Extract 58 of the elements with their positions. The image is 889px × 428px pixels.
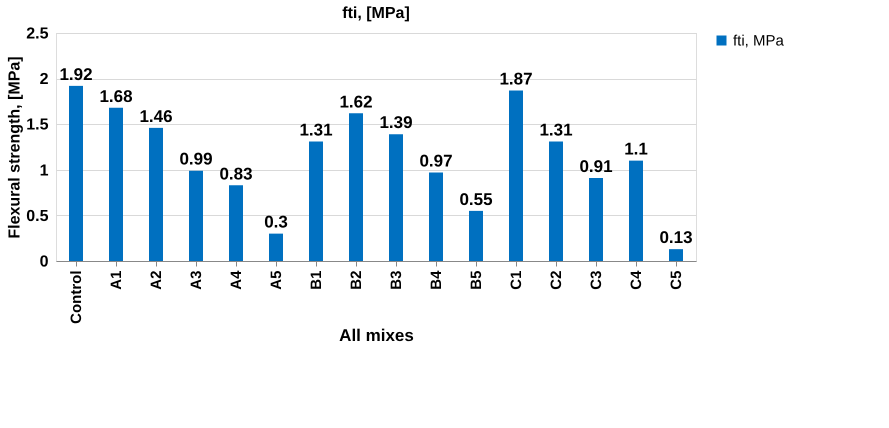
y-tick-label: 2.5 — [26, 26, 49, 42]
data-label: 0.55 — [459, 190, 493, 209]
x-tick-label: A3 — [188, 270, 205, 290]
x-tick-label: B4 — [428, 270, 445, 290]
x-tick-label: A5 — [268, 270, 285, 290]
x-tick-label: B2 — [348, 270, 365, 290]
legend-label: fti, MPa — [733, 32, 784, 50]
x-tick-label: C3 — [588, 270, 605, 290]
data-label: 0.99 — [179, 150, 213, 169]
y-tick-label: 1 — [40, 162, 49, 180]
data-label: 1.62 — [339, 92, 373, 112]
bar — [469, 210, 483, 261]
data-label: 1.31 — [299, 120, 333, 140]
data-label: 1.92 — [59, 64, 93, 84]
chart-title: fti, [MPa] — [342, 5, 410, 22]
data-label: 1.87 — [499, 69, 533, 88]
x-tick-label: C1 — [508, 270, 525, 290]
bar — [229, 185, 243, 261]
x-tick-label: C2 — [548, 270, 565, 290]
y-axis-title: Flexural strength, [MPa] — [6, 56, 24, 239]
bar — [349, 113, 363, 261]
data-label: 0.91 — [579, 157, 613, 176]
bar — [549, 142, 563, 261]
bar — [149, 128, 163, 261]
bar — [189, 170, 203, 261]
x-tick-label: A2 — [148, 270, 165, 290]
bar — [69, 86, 83, 261]
bar — [429, 172, 443, 261]
data-label: 1.68 — [99, 86, 133, 106]
data-label: 1.1 — [624, 140, 648, 159]
x-tick-label: A4 — [228, 270, 245, 290]
bar — [669, 249, 683, 261]
bar — [389, 134, 403, 261]
y-tick-label: 0 — [40, 254, 49, 270]
bar — [269, 234, 283, 261]
data-label: 1.39 — [379, 113, 413, 132]
data-label: 0.13 — [659, 228, 693, 248]
x-tick-label: Control — [68, 270, 85, 324]
bar — [309, 142, 323, 261]
bar — [629, 160, 643, 261]
x-tick-label: B3 — [388, 270, 405, 290]
x-tick-label: C4 — [628, 270, 645, 290]
bar — [509, 90, 523, 261]
y-tick-label: 1.5 — [26, 116, 49, 134]
y-tick-label: 2 — [40, 71, 49, 88]
x-axis-title: All mixes — [339, 326, 414, 345]
bar — [589, 178, 603, 261]
x-tick-label: A1 — [108, 270, 125, 290]
data-label: 0.83 — [219, 164, 253, 184]
bar — [109, 108, 123, 261]
data-label: 1.31 — [539, 120, 573, 140]
x-tick-label: B1 — [308, 270, 325, 290]
data-label: 0.3 — [264, 212, 288, 232]
x-tick-label: C5 — [668, 270, 685, 290]
data-label: 0.97 — [419, 152, 453, 171]
data-label: 1.46 — [139, 106, 173, 126]
y-tick-label: 0.5 — [26, 208, 49, 225]
x-tick-label: B5 — [468, 270, 485, 290]
